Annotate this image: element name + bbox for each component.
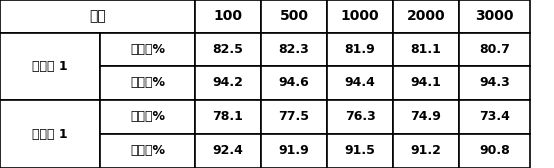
- Text: 对比例 1: 对比例 1: [32, 128, 68, 140]
- Text: 100: 100: [213, 10, 243, 24]
- Text: 80.7: 80.7: [479, 43, 510, 56]
- Text: 74.9: 74.9: [411, 111, 442, 123]
- Bar: [0, 0, 195, 33]
- Text: 81.9: 81.9: [345, 43, 376, 56]
- Bar: [195, 0, 261, 33]
- Bar: [327, 66, 393, 100]
- Text: 91.9: 91.9: [279, 144, 309, 158]
- Bar: [459, 66, 530, 100]
- Bar: [393, 66, 459, 100]
- Text: 81.1: 81.1: [411, 43, 442, 56]
- Text: 3000: 3000: [475, 10, 514, 24]
- Bar: [261, 0, 327, 33]
- Bar: [459, 134, 530, 168]
- Text: 73.4: 73.4: [479, 111, 510, 123]
- Bar: [459, 33, 530, 66]
- Text: 78.1: 78.1: [213, 111, 243, 123]
- Bar: [100, 134, 195, 168]
- Bar: [195, 66, 261, 100]
- Bar: [261, 100, 327, 134]
- Bar: [261, 134, 327, 168]
- Bar: [100, 100, 195, 134]
- Bar: [327, 33, 393, 66]
- Text: 91.2: 91.2: [411, 144, 442, 158]
- Text: 91.5: 91.5: [345, 144, 376, 158]
- Text: 选择性%: 选择性%: [130, 76, 165, 90]
- Text: 1000: 1000: [341, 10, 379, 24]
- Text: 选择性%: 选择性%: [130, 144, 165, 158]
- Bar: [0, 100, 100, 168]
- Text: 94.4: 94.4: [345, 76, 376, 90]
- Bar: [393, 134, 459, 168]
- Text: 2000: 2000: [407, 10, 445, 24]
- Text: 77.5: 77.5: [279, 111, 310, 123]
- Text: 500: 500: [280, 10, 309, 24]
- Bar: [327, 0, 393, 33]
- Bar: [393, 0, 459, 33]
- Bar: [0, 33, 100, 100]
- Bar: [261, 66, 327, 100]
- Text: 实施例 1: 实施例 1: [32, 60, 68, 73]
- Bar: [195, 100, 261, 134]
- Bar: [261, 33, 327, 66]
- Bar: [393, 33, 459, 66]
- Text: 94.6: 94.6: [279, 76, 309, 90]
- Text: 82.5: 82.5: [213, 43, 243, 56]
- Text: 82.3: 82.3: [279, 43, 309, 56]
- Text: 转化率%: 转化率%: [130, 43, 165, 56]
- Bar: [393, 100, 459, 134]
- Text: 94.3: 94.3: [479, 76, 510, 90]
- Text: 转化率%: 转化率%: [130, 111, 165, 123]
- Text: 76.3: 76.3: [345, 111, 376, 123]
- Bar: [459, 0, 530, 33]
- Text: 94.2: 94.2: [213, 76, 243, 90]
- Bar: [100, 33, 195, 66]
- Bar: [195, 33, 261, 66]
- Text: 94.1: 94.1: [411, 76, 442, 90]
- Bar: [195, 134, 261, 168]
- Text: 90.8: 90.8: [479, 144, 510, 158]
- Text: 92.4: 92.4: [213, 144, 243, 158]
- Bar: [327, 100, 393, 134]
- Bar: [459, 100, 530, 134]
- Text: 时间: 时间: [89, 10, 106, 24]
- Bar: [327, 134, 393, 168]
- Bar: [100, 66, 195, 100]
